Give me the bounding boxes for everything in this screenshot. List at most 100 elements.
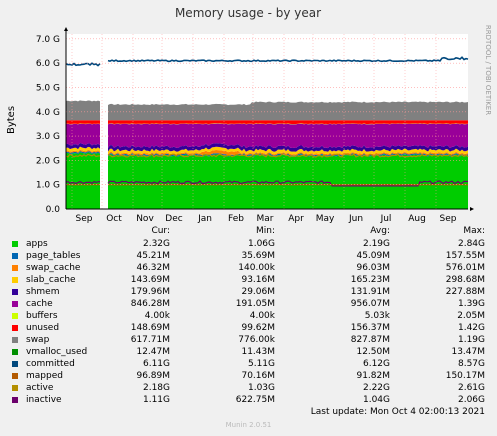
x-tick-label: May	[316, 214, 335, 224]
legend-swatch	[12, 373, 18, 379]
legend-max: 1.42G	[457, 323, 485, 333]
legend-row-page-tables: page_tables 45.21M 35.69M 45.09M 157.55M	[0, 250, 497, 262]
legend-min: 1.03G	[247, 383, 275, 393]
legend-avg: 12.50M	[356, 347, 390, 357]
legend-row-vmalloc-used: vmalloc_used 12.47M 11.43M 12.50M 13.47M	[0, 346, 497, 358]
plot-area	[65, 34, 469, 210]
legend-cur: 96.89M	[136, 371, 170, 381]
y-axis-label: Bytes	[6, 106, 17, 134]
y-axis: 0.0 1.0 G 2.0 G 3.0 G 4.0 G 5.0 G 6.0 G 7.0 G	[36, 27, 68, 215]
chart-title: Memory usage - by year	[175, 6, 321, 20]
line-inactive	[65, 180, 101, 185]
legend-row-active: active 2.18G 1.03G 2.22G 2.61G	[0, 382, 497, 394]
area-unused	[66, 120, 100, 124]
legend-swatch	[12, 241, 18, 247]
y-tick-label: 4.0 G	[36, 108, 60, 118]
legend-swatch	[12, 397, 18, 403]
legend-min: 140.00k	[238, 263, 275, 273]
area-swap-cache	[66, 149, 100, 153]
legend-row-shmem: shmem 179.96M 29.06M 131.91M 227.88M	[0, 286, 497, 298]
legend-swatch	[12, 361, 18, 367]
legend-min: 29.06M	[241, 287, 275, 297]
legend-avg: 156.37M	[350, 323, 390, 333]
x-tick-label: Jun	[348, 214, 363, 224]
x-tick-label: Aug	[408, 214, 426, 224]
legend-avg: 5.03k	[364, 311, 390, 321]
legend-max: 576.01M	[445, 263, 485, 273]
legend-row-unused: unused 148.69M 99.62M 156.37M 1.42G	[0, 322, 497, 334]
legend-cur: 143.69M	[130, 275, 170, 285]
legend-header-cur: Cur:	[151, 226, 170, 236]
legend-max: 157.55M	[445, 251, 485, 261]
legend-avg: 131.91M	[350, 287, 390, 297]
legend-cur: 12.47M	[136, 347, 170, 357]
legend-avg: 2.19G	[362, 239, 390, 249]
area-page-tables	[66, 151, 100, 155]
x-axis: Sep Oct Nov Dec Jan Feb Mar Apr May Jun Jul Aug Sep	[66, 207, 474, 224]
legend-max: 2.84G	[457, 239, 485, 249]
legend-name: slab_cache	[26, 275, 76, 285]
legend-cur: 846.28M	[130, 299, 170, 309]
line-inactive	[107, 180, 468, 187]
legend-name: mapped	[26, 371, 63, 381]
legend-avg: 165.23M	[350, 275, 390, 285]
x-tick-label: Sep	[440, 214, 457, 224]
legend-name: unused	[26, 323, 60, 333]
x-tick-label: Apr	[288, 214, 304, 224]
legend-avg: 827.87M	[350, 335, 390, 345]
legend-cur: 2.32G	[142, 239, 170, 249]
legend-row-cache: cache 846.28M 191.05M 956.07M 1.39G	[0, 298, 497, 310]
y-tick-label: 0.0	[46, 205, 61, 215]
x-tick-label: Oct	[106, 214, 122, 224]
x-tick-label: Nov	[136, 214, 154, 224]
x-tick-label: Mar	[257, 214, 274, 224]
legend-row-slab-cache: slab_cache 143.69M 93.16M 165.23M 298.68…	[0, 274, 497, 286]
area-unused	[108, 120, 468, 125]
y-tick-label: 6.0 G	[36, 59, 60, 69]
legend-row-inactive: inactive 1.11G 622.75M 1.04G 2.06G	[0, 394, 497, 406]
legend-name: swap_cache	[26, 263, 81, 273]
y-tick-label: 1.0 G	[36, 181, 60, 191]
legend-cur: 2.18G	[142, 383, 170, 393]
legend-cur: 45.21M	[136, 251, 170, 261]
legend-name: cache	[26, 299, 53, 309]
legend-header-min: Min:	[255, 226, 275, 236]
legend-name: apps	[26, 239, 48, 249]
area-swap	[108, 101, 468, 121]
line-committed	[107, 56, 469, 63]
line-active	[65, 153, 101, 158]
legend-swatch	[12, 325, 18, 331]
rrdtool-side-label: RRDTOOL / TOBI OETIKER	[484, 25, 492, 115]
area-apps	[66, 152, 100, 209]
y-tick-label: 7.0 G	[36, 35, 60, 45]
area-swap	[66, 100, 100, 121]
y-tick-label: 3.0 G	[36, 132, 60, 142]
legend-swatch	[12, 265, 18, 271]
area-cache	[66, 123, 100, 146]
y-tick-label: 5.0 G	[36, 83, 60, 93]
legend-avg: 96.03M	[356, 263, 390, 273]
y-axis-arrow	[64, 27, 68, 31]
legend-max: 2.06G	[457, 395, 485, 405]
last-update-text: Last update: Mon Oct 4 02:00:13 2021	[310, 407, 485, 417]
legend-row-buffers: buffers 4.00k 4.00k 5.03k 2.05M	[0, 310, 497, 322]
line-active	[107, 153, 469, 158]
legend-min: 4.00k	[249, 311, 275, 321]
legend-row-committed: committed 6.11G 5.11G 6.12G 8.57G	[0, 358, 497, 370]
legend-max: 298.68M	[445, 275, 485, 285]
munin-version: Munin 2.0.51	[225, 421, 272, 429]
legend-name: inactive	[26, 395, 62, 405]
x-axis-arrow	[470, 207, 474, 211]
legend-max: 1.39G	[457, 299, 485, 309]
legend-avg: 1.04G	[362, 395, 390, 405]
legend-row-apps: apps 2.32G 1.06G 2.19G 2.84G	[0, 238, 497, 250]
legend-header-max: Max:	[463, 226, 485, 236]
legend-swatch	[12, 385, 18, 391]
legend-name: buffers	[26, 311, 58, 321]
legend-cur: 1.11G	[142, 395, 170, 405]
x-tick-label: Sep	[76, 214, 93, 224]
legend-cur: 4.00k	[144, 311, 170, 321]
x-tick-label: Jan	[197, 214, 212, 224]
legend-min: 70.16M	[241, 371, 275, 381]
